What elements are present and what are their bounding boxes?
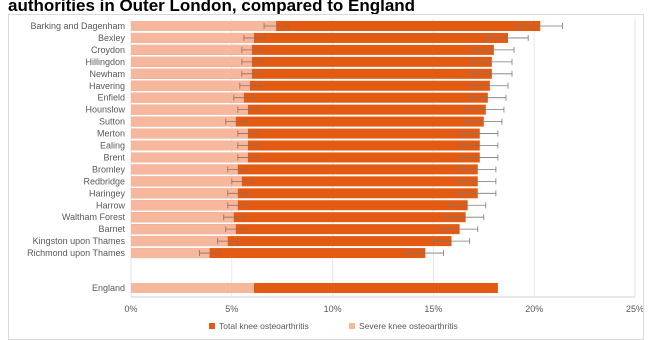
x-tick-label: 5% (225, 304, 238, 314)
x-tick-label: 0% (124, 304, 137, 314)
category-label: Bromley (92, 164, 126, 174)
category-label: England (92, 283, 125, 293)
bar-total (131, 200, 468, 211)
bar-total (131, 236, 452, 247)
category-label: Brent (103, 152, 125, 162)
bar-severe (131, 104, 248, 115)
category-label: Ealing (100, 141, 125, 151)
category-label: Richmond upon Thames (27, 248, 125, 258)
bar-total (131, 212, 466, 223)
bar-total (131, 140, 480, 151)
bar-severe (131, 128, 248, 139)
chart-panel: Barking and Dagenham Bexley Croydon Hilling… (8, 14, 644, 340)
legend-label: Total knee osteoarthritis (219, 321, 309, 331)
bar-total (131, 152, 480, 163)
category-label: Bexley (98, 33, 126, 43)
bar-severe (131, 68, 252, 79)
category-label: Redbridge (83, 176, 125, 186)
bar-severe (131, 116, 236, 127)
bar-total (131, 104, 486, 115)
bar-severe (131, 21, 277, 31)
bar-severe (131, 164, 238, 175)
x-tick-label: 25% (626, 304, 643, 314)
category-label: Barnet (98, 224, 125, 234)
bar-severe (131, 56, 252, 67)
bar-total (131, 56, 492, 67)
category-label: Haringey (89, 188, 126, 198)
bar-total (131, 21, 541, 31)
x-tick-label: 15% (424, 304, 442, 314)
bar-total (131, 283, 498, 293)
category-label: Hounslow (85, 105, 125, 115)
bar-severe (131, 92, 244, 103)
bar-severe (131, 152, 248, 163)
bar-severe (131, 283, 254, 293)
bar-severe (131, 200, 238, 211)
bar-total (131, 176, 478, 187)
bar-total (131, 68, 492, 79)
category-label: Newham (89, 69, 125, 79)
bar-severe (131, 248, 210, 259)
category-label: Hillingdon (85, 57, 125, 67)
legend-swatch (349, 323, 355, 329)
bar-total (131, 164, 478, 175)
bar-severe (131, 224, 236, 235)
category-label: Havering (89, 81, 125, 91)
bar-total (131, 32, 508, 43)
category-label: Harrow (96, 200, 126, 210)
bar-severe (131, 212, 234, 223)
bar-total (131, 188, 478, 199)
x-tick-label: 10% (324, 304, 342, 314)
legend-label: Severe knee osteoarthritis (359, 321, 458, 331)
bar-total (131, 128, 480, 139)
bar-severe (131, 44, 252, 55)
category-label: Merton (97, 129, 125, 139)
bar-chart: Barking and Dagenham Bexley Croydon Hilling… (27, 19, 643, 331)
category-label: Waltham Forest (62, 212, 126, 222)
bar-total (131, 92, 488, 103)
bar-severe (131, 140, 248, 151)
legend-swatch (209, 323, 215, 329)
category-label: Sutton (99, 117, 125, 127)
bar-total (131, 116, 484, 127)
category-label: Kingston upon Thames (33, 236, 126, 246)
chart-title: authorities in Outer London, compared to… (8, 0, 416, 15)
bar-severe (131, 32, 254, 43)
bar-severe (131, 236, 228, 247)
category-label: Barking and Dagenham (30, 21, 125, 31)
bar-severe (131, 80, 250, 91)
bar-total (131, 44, 494, 55)
bar-total (131, 80, 490, 91)
bar-total (131, 224, 460, 235)
bar-severe (131, 188, 238, 199)
category-label: Croydon (91, 45, 125, 55)
x-tick-label: 20% (525, 304, 543, 314)
bar-severe (131, 176, 242, 187)
bar-total (131, 248, 426, 259)
category-label: Enfield (97, 93, 125, 103)
